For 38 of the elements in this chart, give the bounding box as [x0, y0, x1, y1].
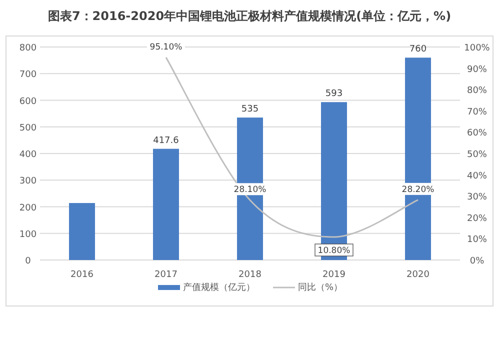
y2-tick-label: 60%	[466, 128, 488, 139]
bar	[69, 203, 95, 260]
legend-label: 产值规模（亿元）	[183, 282, 255, 293]
y2-tick-label: 0%	[470, 256, 485, 266]
bar	[153, 148, 179, 260]
y2-tick-label: 70%	[466, 107, 488, 118]
y-tick-label: 0	[25, 256, 32, 266]
data-label: 535	[241, 104, 259, 115]
y-tick-label: 700	[19, 70, 37, 80]
data-label: 593	[325, 89, 343, 100]
data-label: 10.80%	[318, 246, 350, 256]
data-label: 28.10%	[234, 185, 266, 196]
x-tick-label: 2019	[322, 270, 346, 280]
y-tick-label: 600	[19, 96, 37, 107]
x-tick-label: 2016	[70, 270, 94, 280]
y2-tick-label: 90%	[466, 64, 488, 75]
y2-tick-label: 50%	[466, 150, 488, 160]
y2-tick-label: 40%	[466, 171, 488, 182]
x-tick-label: 2017	[154, 270, 178, 280]
x-tick-label: 2018	[238, 270, 262, 280]
y2-tick-label: 10%	[466, 235, 488, 246]
chart-title: 图表7：2016-2020年中国锂电池正极材料产值规模情况(单位：亿元，%)	[48, 9, 452, 23]
data-label: 760	[409, 44, 427, 55]
y2-tick-label: 30%	[466, 192, 488, 203]
y-tick-label: 800	[19, 44, 37, 54]
y2-tick-label: 20%	[466, 214, 488, 224]
y-tick-label: 500	[19, 123, 37, 134]
y-tick-label: 200	[19, 203, 37, 214]
data-label: 28.20%	[402, 184, 434, 195]
y2-tick-label: 100%	[464, 44, 490, 54]
x-tick-label: 2020	[406, 270, 430, 280]
y-tick-label: 300	[19, 176, 37, 187]
data-label: 95.10%	[150, 42, 182, 52]
y2-tick-label: 80%	[466, 86, 488, 96]
legend-label: 同比（%）	[298, 282, 343, 293]
data-label: 417.6	[153, 136, 180, 146]
y-tick-label: 400	[19, 150, 37, 160]
y-tick-label: 100	[19, 230, 37, 240]
